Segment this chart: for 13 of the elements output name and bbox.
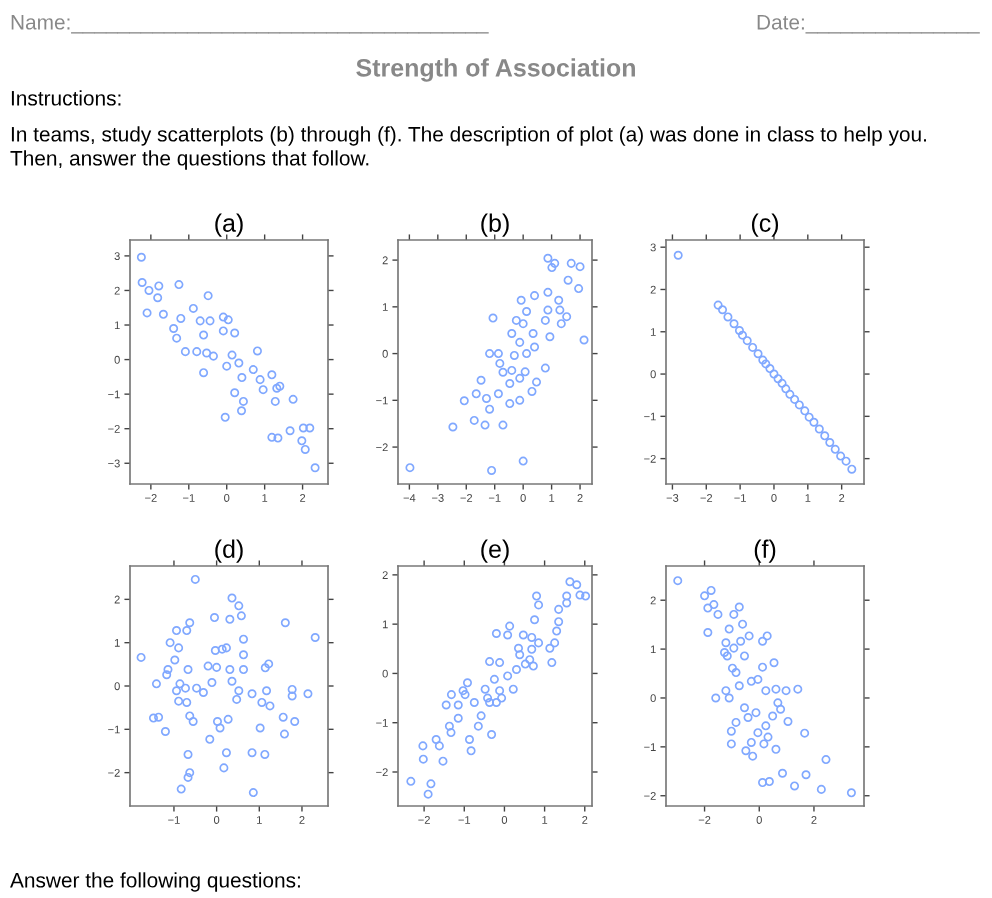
text: In teams, study scatterplots (b) through (f). The description of plot (a) was done in class to help you. <box>11 126 926 146</box>
chart-title: (c) <box>751 213 779 237</box>
chart-title: (a) <box>215 213 243 237</box>
text: Strength of Association <box>356 58 635 82</box>
text: Instructions: <box>11 90 121 106</box>
chart-title: (f) <box>754 539 776 563</box>
chart-title: (b) <box>481 213 509 237</box>
text: Date:_______________ <box>757 15 980 34</box>
chart-title: (d) <box>215 539 243 563</box>
chart-title: (e) <box>481 539 509 563</box>
text: Answer the following questions: <box>10 872 300 892</box>
text: Then, answer the questions that follow. <box>10 150 369 170</box>
text: Name:____________________________________ <box>11 15 489 34</box>
